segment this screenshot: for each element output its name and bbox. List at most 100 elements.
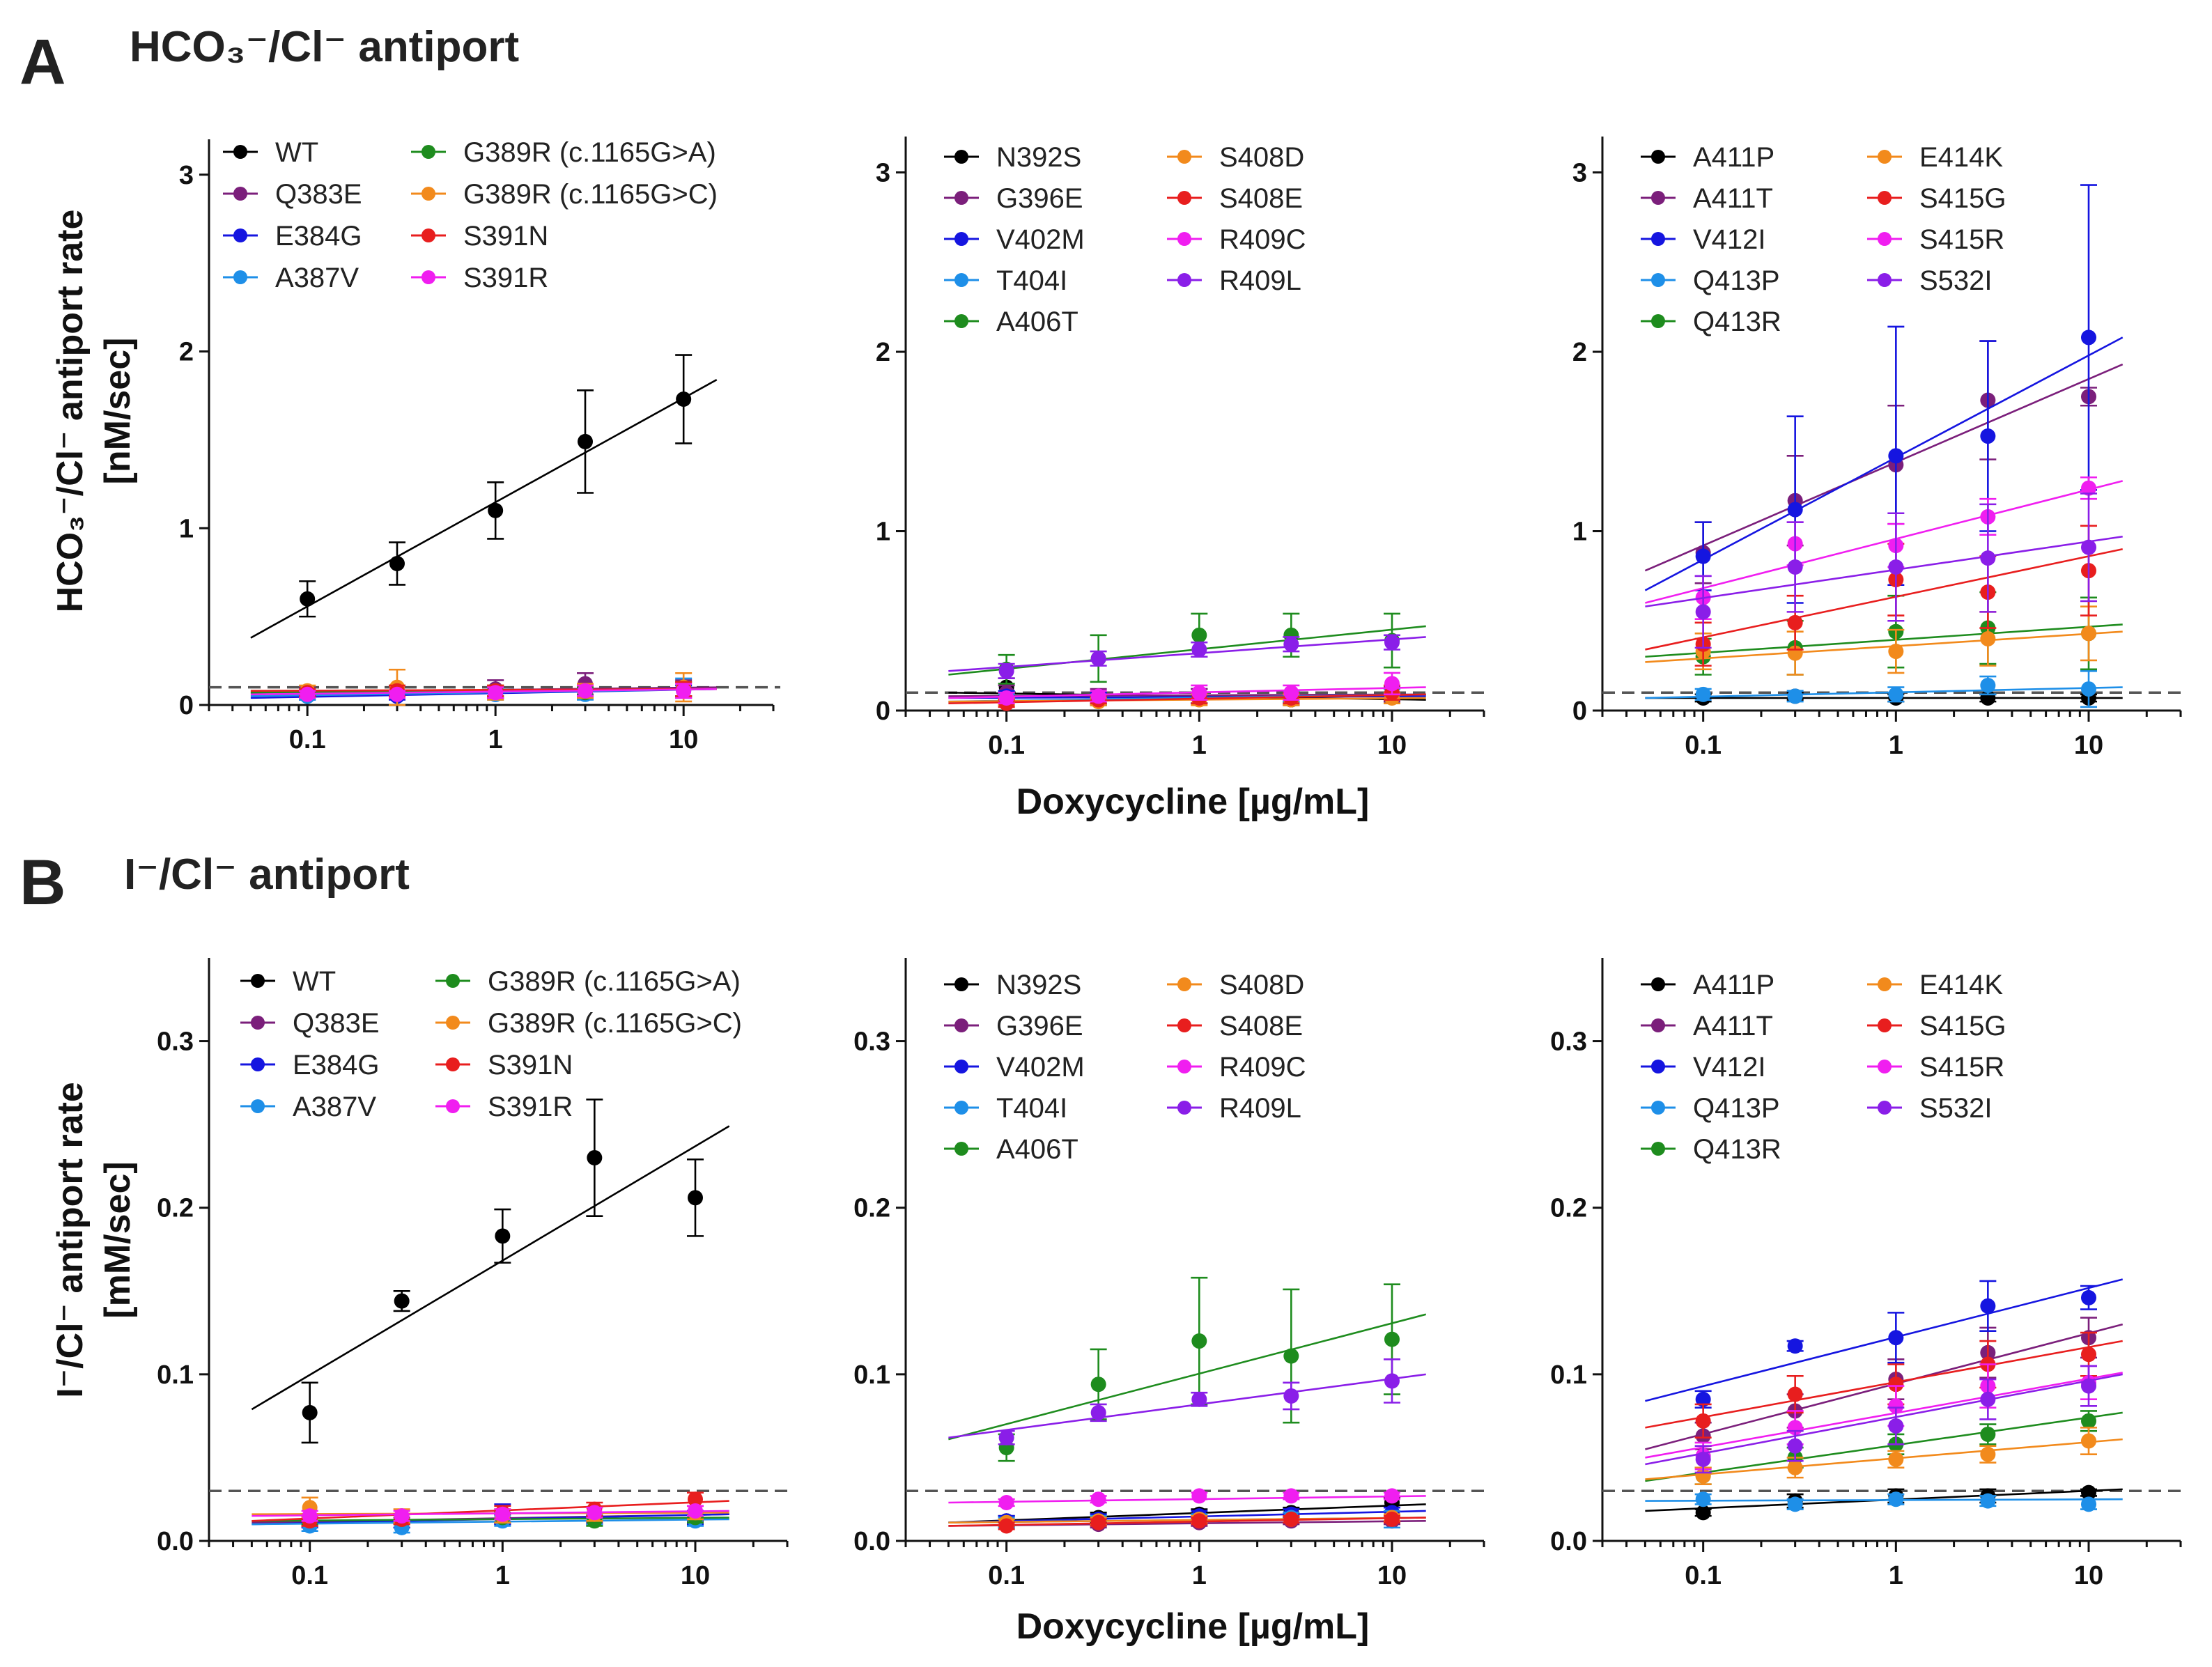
legend-marker (1177, 273, 1191, 287)
data-point (687, 1190, 703, 1206)
legend-marker (421, 187, 435, 201)
legend-label: S391N (488, 1050, 573, 1080)
x-tick-label: 10 (1377, 731, 1407, 760)
fit-line (252, 1518, 729, 1526)
legend-label: G396E (996, 183, 1083, 214)
data-point (2080, 1378, 2096, 1394)
data-point (302, 1508, 318, 1524)
x-tick-label: 1 (1889, 731, 1903, 760)
legend-label: WT (275, 137, 318, 168)
fit-line (948, 1495, 1426, 1504)
legend-marker (954, 191, 968, 205)
series-s415g (1645, 1331, 2123, 1439)
x-tick-label: 1 (1192, 1561, 1207, 1590)
data-point (1888, 644, 1904, 660)
legend-marker (1878, 977, 1892, 991)
legend-label: S415G (1919, 183, 2006, 214)
data-point (1888, 559, 1904, 575)
data-point (1980, 550, 1996, 566)
legend-item: S532I (1867, 1093, 1993, 1124)
y-axis-title-b-line2: [mM/sec] (98, 1161, 138, 1318)
x-tick-label: 0.1 (289, 725, 326, 754)
y-tick-label: 0.3 (157, 1028, 194, 1057)
legend-label: A387V (293, 1092, 376, 1122)
data-point (2080, 539, 2096, 555)
legend-label: A411T (1693, 183, 1773, 214)
data-point (1695, 1491, 1711, 1507)
series-s415r (1645, 476, 2124, 620)
legend-marker (1878, 1101, 1892, 1115)
legend-item: A387V (240, 1092, 376, 1122)
data-point (1787, 1496, 1803, 1512)
legend-label: A406T (996, 1134, 1078, 1165)
legend-item: S408E (1167, 183, 1303, 214)
legend-label: T404I (996, 265, 1067, 296)
legend-marker (1878, 232, 1892, 246)
legend-label: S532I (1919, 265, 1993, 296)
legend: N392S G396E V402M T404I A406T S408D S408E R409C… (944, 970, 1306, 1165)
fit-line (1644, 363, 2124, 572)
legend-marker (954, 232, 968, 246)
data-point (1384, 1488, 1400, 1504)
data-point (1384, 635, 1400, 651)
legend-marker (1651, 1060, 1665, 1073)
legend-marker (1177, 150, 1191, 164)
legend-label: A406T (996, 307, 1078, 337)
legend-item: Q413P (1641, 1093, 1780, 1124)
fit-line (948, 1510, 1426, 1523)
chart-a3: 0 1 2 3 0.1 1 10 A411P A411T V412I Q413P Q413R E414K… (1572, 137, 2188, 760)
series-r409l (948, 1358, 1426, 1445)
data-point (1695, 548, 1711, 564)
legend-label: G396E (996, 1011, 1083, 1041)
data-point (394, 1293, 410, 1309)
y-axis-title-a-line2: [nM/sec] (98, 338, 138, 485)
legend-label: R409L (1219, 1093, 1301, 1124)
data-point (1695, 1413, 1711, 1429)
legend-marker (421, 270, 435, 284)
data-point (587, 1505, 603, 1521)
data-point (2080, 1413, 2096, 1429)
legend-marker (446, 1099, 460, 1113)
legend-marker (251, 1057, 265, 1071)
data-point (1090, 1377, 1106, 1393)
legend-item: R409C (1167, 1052, 1306, 1083)
y-tick-label: 0.1 (1550, 1360, 1587, 1390)
legend-label: Q383E (293, 1008, 380, 1039)
fit-line (252, 1510, 729, 1517)
data-point (1695, 1451, 1711, 1467)
legend-marker (446, 1016, 460, 1030)
legend-marker (1651, 977, 1665, 991)
series-s415r (1645, 1363, 2123, 1471)
panel-letter-a: A (20, 26, 65, 98)
legend-label: G389R (c.1165G>C) (488, 1008, 742, 1039)
legend-item: WT (223, 137, 318, 168)
legend-item: S408E (1167, 1011, 1303, 1041)
data-point (1695, 1391, 1711, 1407)
legend: WT Q383E E384G A387V G389R (c.1165G>A) G389R … (240, 966, 742, 1122)
legend-label: G389R (c.1165G>A) (463, 137, 716, 168)
y-tick-label: 3 (876, 159, 890, 188)
x-tick-label: 10 (681, 1561, 710, 1590)
data-point (1695, 604, 1711, 620)
legend-marker (251, 1099, 265, 1113)
legend-item: A387V (223, 263, 359, 293)
data-point (2080, 1347, 2096, 1363)
legend-label: E414K (1919, 970, 2003, 1000)
legend-marker (954, 150, 968, 164)
fit-line (252, 1517, 729, 1522)
data-point (1191, 1333, 1207, 1349)
data-point (578, 433, 593, 449)
legend-item: S415R (1867, 1052, 2004, 1083)
legend-marker (1177, 191, 1191, 205)
legend-marker (954, 1060, 968, 1073)
data-point (488, 502, 504, 518)
data-point (1787, 1386, 1803, 1402)
legend: N392S G396E V402M T404I A406T S408D S408E R409C… (944, 142, 1306, 337)
data-point (1980, 631, 1996, 646)
data-point (1191, 627, 1207, 643)
fit-line (1644, 336, 2124, 591)
fit-line (1645, 1373, 2123, 1466)
legend-label: Q413P (1693, 1093, 1780, 1124)
data-point (1283, 1348, 1299, 1364)
data-point (1090, 651, 1106, 667)
